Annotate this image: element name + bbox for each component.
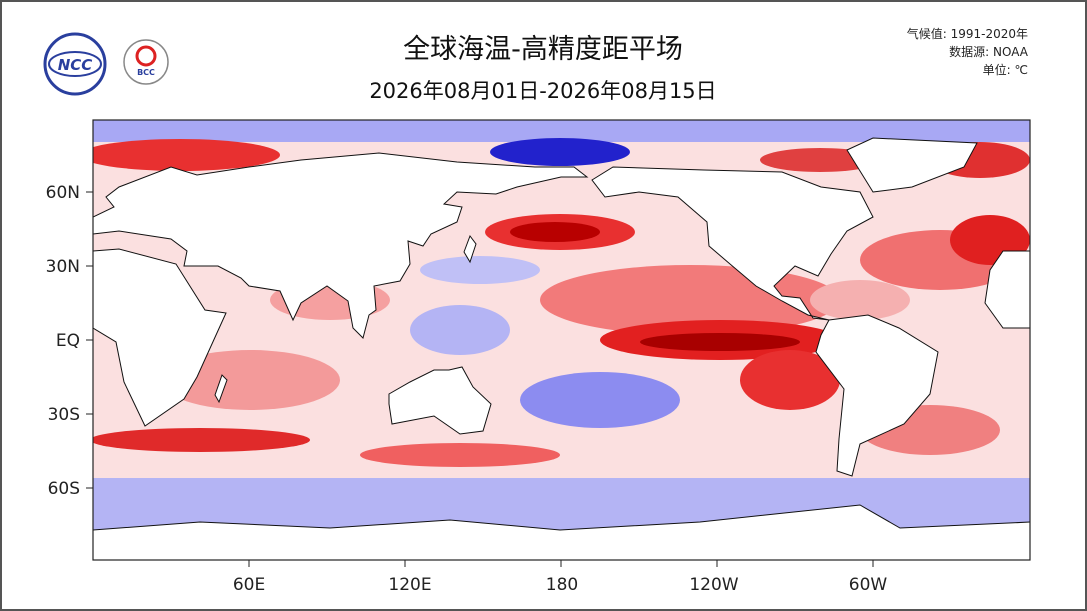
anomaly-field — [93, 120, 1030, 538]
lat-label: 30N — [46, 257, 80, 277]
lat-label: 60S — [48, 479, 80, 499]
meta-line: 数据源: NOAA — [949, 44, 1029, 59]
lon-axis — [248, 560, 874, 567]
land — [93, 137, 1030, 560]
meta-line: 气候值: 1991-2020年 — [907, 26, 1028, 41]
meta-line: 单位: ℃ — [983, 62, 1028, 77]
lat-label: 60N — [46, 183, 80, 203]
bcc-logo: BCC — [123, 39, 169, 85]
lon-label: 60E — [233, 575, 265, 595]
logo-text: NCC — [58, 56, 93, 74]
ncc-logo: NCC — [43, 32, 107, 96]
subtitle: 2026年08月01日-2026年08月15日 — [369, 79, 716, 103]
map — [93, 120, 1030, 560]
lon-label: 180 — [546, 575, 578, 595]
logo-text: BCC — [137, 68, 155, 77]
lon-label: 60W — [849, 575, 888, 595]
lon-label: 120E — [388, 575, 431, 595]
lat-label: EQ — [56, 331, 80, 351]
title: 全球海温-高精度距平场 — [403, 34, 683, 65]
lat-axis — [86, 191, 93, 489]
lat-label: 30S — [48, 405, 80, 425]
lon-label: 120W — [689, 575, 738, 595]
